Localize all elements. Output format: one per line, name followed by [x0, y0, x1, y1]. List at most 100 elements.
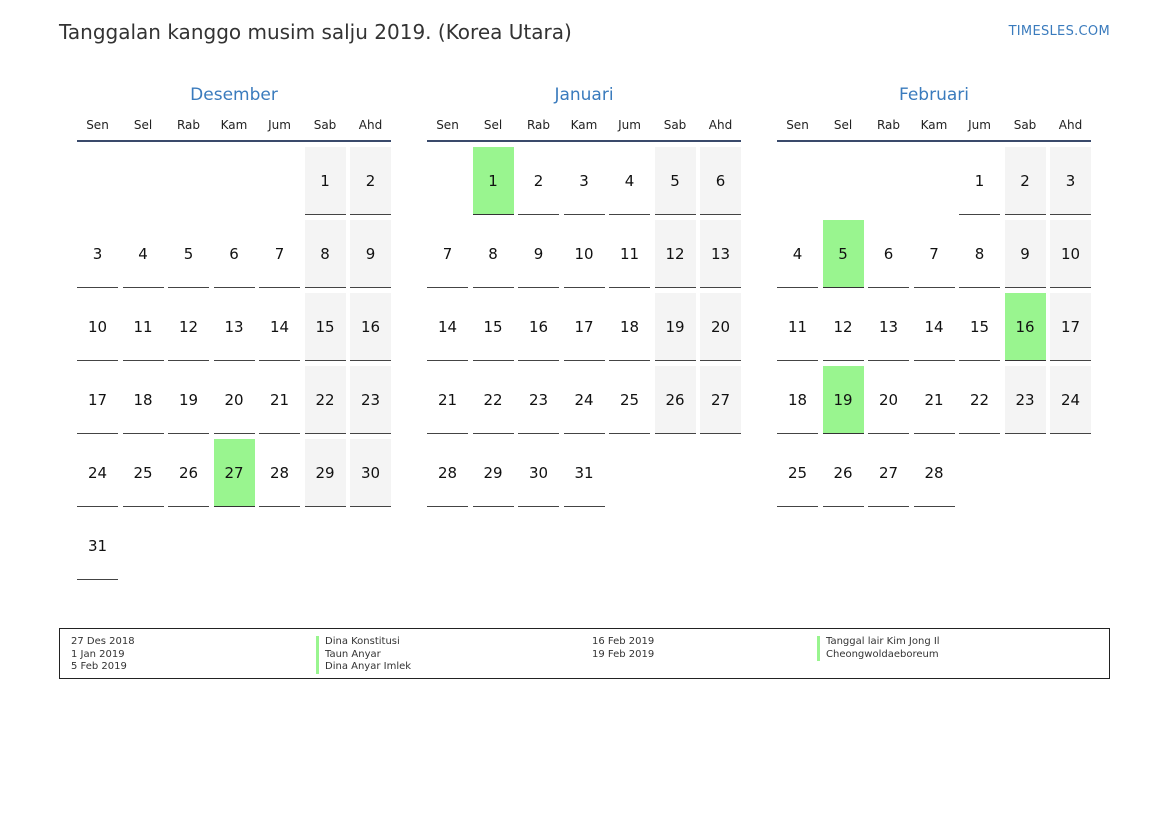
legend-date: 1 Jan 2019 — [71, 648, 125, 660]
weekday-label: Sab — [1013, 118, 1037, 132]
weekday-label: Kam — [570, 118, 598, 132]
empty-cell — [823, 147, 864, 215]
legend-date: 16 Feb 2019 — [592, 636, 655, 647]
day-cell: 25 — [122, 439, 164, 507]
holiday-day-cell: 19 — [822, 366, 864, 434]
day-cell: 21 — [427, 366, 468, 434]
day-grid: 1 2 3 4 5 6 7 8 9 10 11 12 13 14 15 16 17 18 19 20 21 22 23 24 2… — [777, 147, 1091, 507]
day-cell: 2 — [350, 147, 391, 215]
day-cell: 24 — [563, 366, 605, 434]
page-title: Tanggalan kanggo musim salju 2019. (Kore… — [59, 20, 572, 44]
empty-cell — [168, 147, 209, 215]
day-cell: 10 — [1050, 220, 1091, 288]
day-cell: 19 — [168, 366, 209, 434]
holiday-day-cell: 1 — [472, 147, 514, 215]
day-cell: 29 — [472, 439, 514, 507]
day-cell: 1 — [304, 147, 346, 215]
legend-dates-left: 27 Des 2018 1 Jan 2019 5 Feb 2019 — [71, 636, 135, 674]
weekday-label: Sel — [133, 118, 153, 132]
day-grid: 1 2 3 4 5 6 7 8 9 10 11 12 13 14 15 16 17 18 19 20 21 22 23 24 2… — [77, 147, 391, 580]
legend-names-left: Dina Konstitusi Taun Anyar Dina Anyar Im… — [316, 636, 411, 674]
day-cell: 16 — [518, 293, 559, 361]
day-cell: 14 — [427, 293, 468, 361]
day-cell: 2 — [1004, 147, 1046, 215]
month-name: Februari — [899, 85, 969, 105]
weekday-label: Sab — [663, 118, 687, 132]
day-cell: 11 — [777, 293, 818, 361]
day-cell: 17 — [77, 366, 118, 434]
empty-cell — [777, 147, 818, 215]
day-cell: 5 — [654, 147, 696, 215]
day-cell: 7 — [427, 220, 468, 288]
day-cell: 14 — [913, 293, 955, 361]
day-cell: 7 — [913, 220, 955, 288]
day-cell: 11 — [609, 220, 650, 288]
weekday-label: Sen — [86, 118, 109, 132]
day-cell: 26 — [168, 439, 209, 507]
day-cell: 4 — [609, 147, 650, 215]
day-cell: 28 — [427, 439, 468, 507]
day-cell: 15 — [959, 293, 1000, 361]
day-cell: 21 — [913, 366, 955, 434]
day-cell: 13 — [868, 293, 909, 361]
day-cell: 26 — [822, 439, 864, 507]
brand-link[interactable]: TIMESLES.COM — [1008, 24, 1110, 39]
weekday-label: Ahd — [358, 118, 383, 132]
day-cell: 27 — [868, 439, 909, 507]
weekday-label: Sen — [786, 118, 809, 132]
day-grid: 1 2 3 4 5 6 7 8 9 10 11 12 13 14 15 16 17 18 19 20 21 22 23 24 2… — [427, 147, 741, 507]
legend-date: 5 Feb 2019 — [71, 661, 127, 672]
empty-cell — [123, 147, 164, 215]
weekday-label: Kam — [920, 118, 948, 132]
day-cell: 8 — [304, 220, 346, 288]
day-cell: 9 — [1004, 220, 1046, 288]
day-cell: 22 — [959, 366, 1000, 434]
day-cell: 10 — [77, 293, 118, 361]
day-cell: 9 — [518, 220, 559, 288]
day-cell: 28 — [913, 439, 955, 507]
day-cell: 10 — [563, 220, 605, 288]
day-cell: 23 — [1004, 366, 1046, 434]
day-cell: 20 — [868, 366, 909, 434]
day-cell: 6 — [868, 220, 909, 288]
day-cell: 14 — [259, 293, 300, 361]
weekday-label: Sel — [483, 118, 503, 132]
day-cell: 17 — [1050, 293, 1091, 361]
day-cell: 6 — [700, 147, 741, 215]
day-cell: 26 — [654, 366, 696, 434]
legend-holiday-name: Dina Konstitusi — [316, 636, 411, 649]
legend-date: 19 Feb 2019 — [592, 648, 655, 660]
day-cell: 23 — [518, 366, 559, 434]
weekday-label: Jum — [968, 118, 991, 132]
empty-cell — [259, 147, 300, 215]
empty-cell — [77, 147, 118, 215]
empty-cell — [427, 147, 468, 215]
weekday-label: Rab — [176, 118, 201, 132]
day-cell: 15 — [472, 293, 514, 361]
day-cell: 17 — [563, 293, 605, 361]
day-cell: 18 — [122, 366, 164, 434]
weekday-label: Ahd — [708, 118, 733, 132]
legend-dates-right: 16 Feb 2019 19 Feb 2019 — [592, 636, 654, 661]
empty-cell — [214, 147, 255, 215]
day-cell: 20 — [213, 366, 255, 434]
day-cell: 4 — [777, 220, 818, 288]
empty-cell — [914, 147, 955, 215]
day-cell: 4 — [122, 220, 164, 288]
day-cell: 7 — [259, 220, 300, 288]
day-cell: 8 — [959, 220, 1000, 288]
weekday-label: Sel — [833, 118, 853, 132]
day-cell: 12 — [654, 220, 696, 288]
day-cell: 20 — [700, 293, 741, 361]
day-cell: 25 — [609, 366, 650, 434]
weekday-label: Jum — [618, 118, 641, 132]
day-cell: 25 — [777, 439, 818, 507]
empty-cell — [868, 147, 909, 215]
day-cell: 13 — [700, 220, 741, 288]
day-cell: 8 — [472, 220, 514, 288]
holiday-day-cell: 5 — [822, 220, 864, 288]
day-cell: 2 — [518, 147, 559, 215]
